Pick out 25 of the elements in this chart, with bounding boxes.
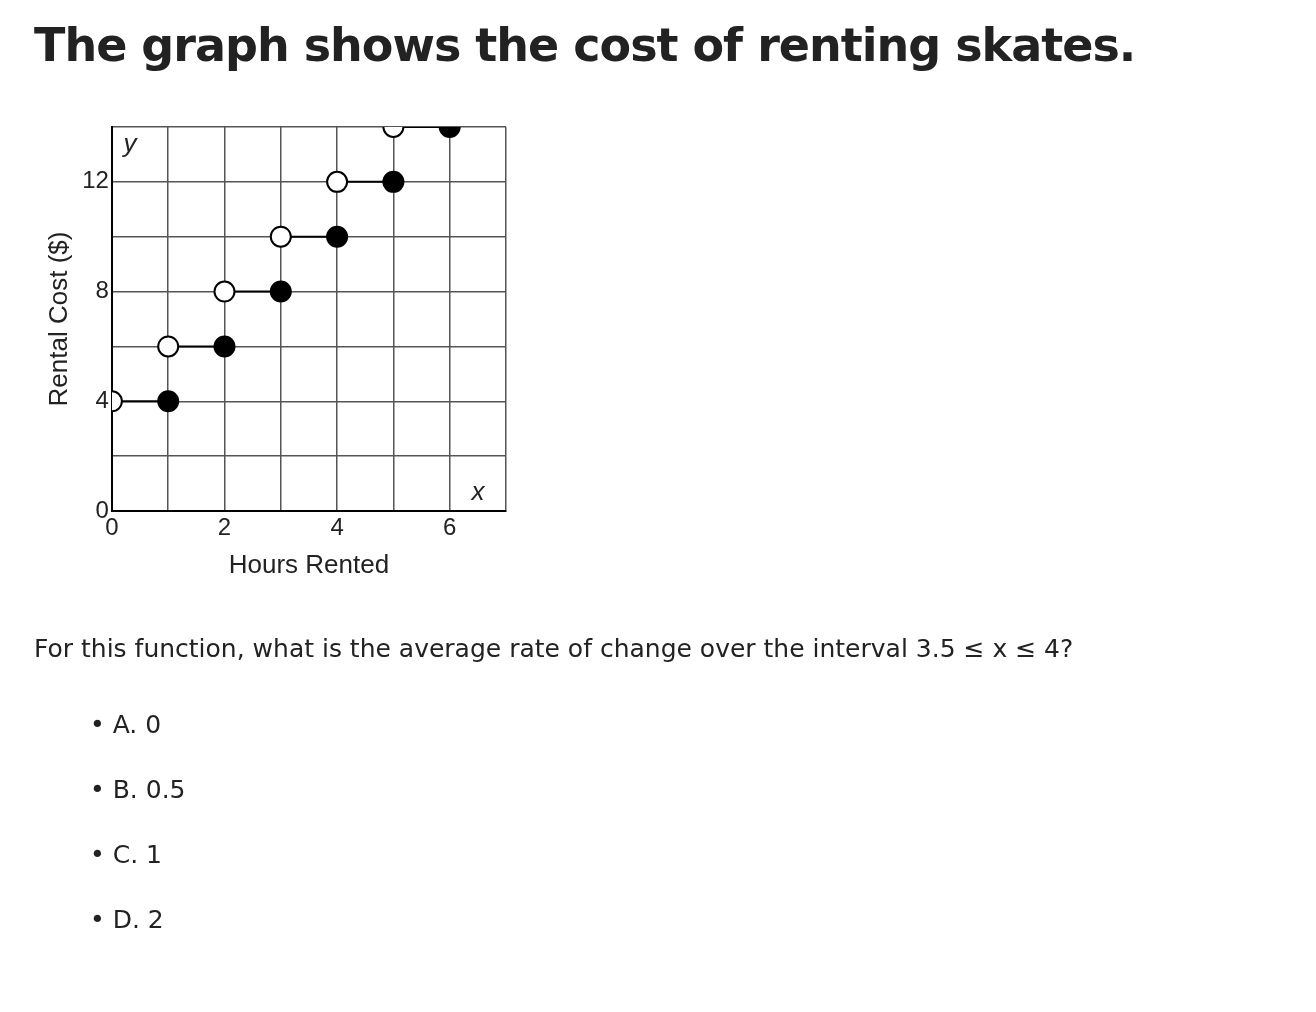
point — [157, 335, 180, 358]
x-axis-title: Hours Rented — [228, 548, 390, 579]
y-tick-label: 8 — [95, 276, 109, 304]
text: For this function, what is the average rate of change over the interval 3.5 ≤ x ≤ 4? — [34, 634, 1074, 663]
x-tick-label: 4 — [330, 513, 344, 541]
annotation: y — [121, 128, 139, 159]
y-axis-title: Rental Cost ($) — [42, 231, 73, 407]
point — [326, 225, 349, 248]
text: • B. 0.5 — [90, 775, 186, 806]
point — [213, 280, 236, 303]
point — [157, 390, 180, 413]
text: • A. 0 — [90, 710, 163, 741]
y-tick-label: 4 — [95, 385, 109, 413]
point — [269, 225, 292, 248]
point — [326, 170, 349, 193]
chart-title: The graph shows the cost of renting skates. — [34, 18, 1136, 72]
point — [269, 280, 292, 303]
point — [213, 335, 236, 358]
text: • D. 2 — [90, 905, 165, 936]
y-tick-label: 12 — [82, 166, 109, 194]
point — [382, 170, 405, 193]
text: • C. 1 — [90, 840, 163, 871]
x-tick-label: 6 — [443, 513, 457, 541]
x-tick-label: 2 — [217, 513, 232, 541]
annotation: x — [469, 476, 486, 507]
